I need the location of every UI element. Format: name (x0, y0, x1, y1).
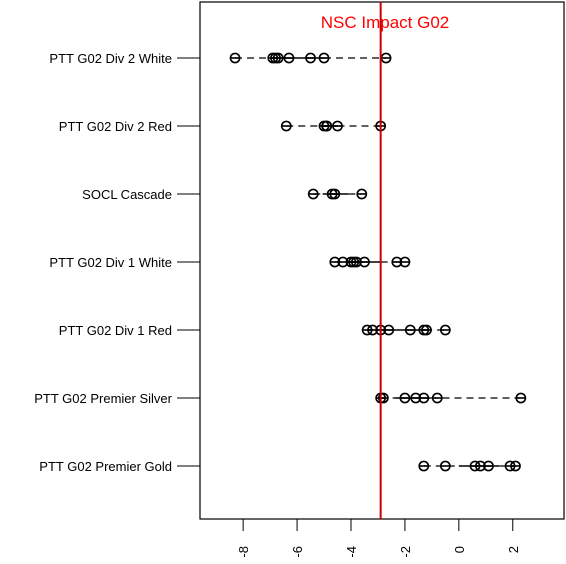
chart-marks (229, 52, 527, 472)
x-tick-label: 2 (506, 546, 521, 553)
category-label: PTT G02 Premier Gold (39, 459, 172, 474)
x-tick-label: -6 (290, 546, 305, 558)
x-tick-label: -4 (344, 546, 359, 558)
x-axis: -8 -6 -4 -2 0 2 (236, 518, 521, 558)
category-label: PTT G02 Premier Silver (34, 391, 172, 406)
x-tick-label: 0 (452, 546, 467, 553)
x-tick-label: -2 (398, 546, 413, 558)
category-labels: PTT G02 Div 2 White PTT G02 Div 2 Red SOCL… (34, 51, 200, 474)
plot-frame (199, 1, 565, 520)
x-tick-label: -8 (236, 546, 251, 558)
category-label: PTT G02 Div 1 Red (59, 323, 172, 338)
category-label: PTT G02 Div 2 Red (59, 119, 172, 134)
chart-title: NSC Impact G02 (321, 13, 450, 32)
category-label: SOCL Cascade (82, 187, 172, 202)
category-label: PTT G02 Div 2 White (49, 51, 172, 66)
category-label: PTT G02 Div 1 White (49, 255, 172, 270)
